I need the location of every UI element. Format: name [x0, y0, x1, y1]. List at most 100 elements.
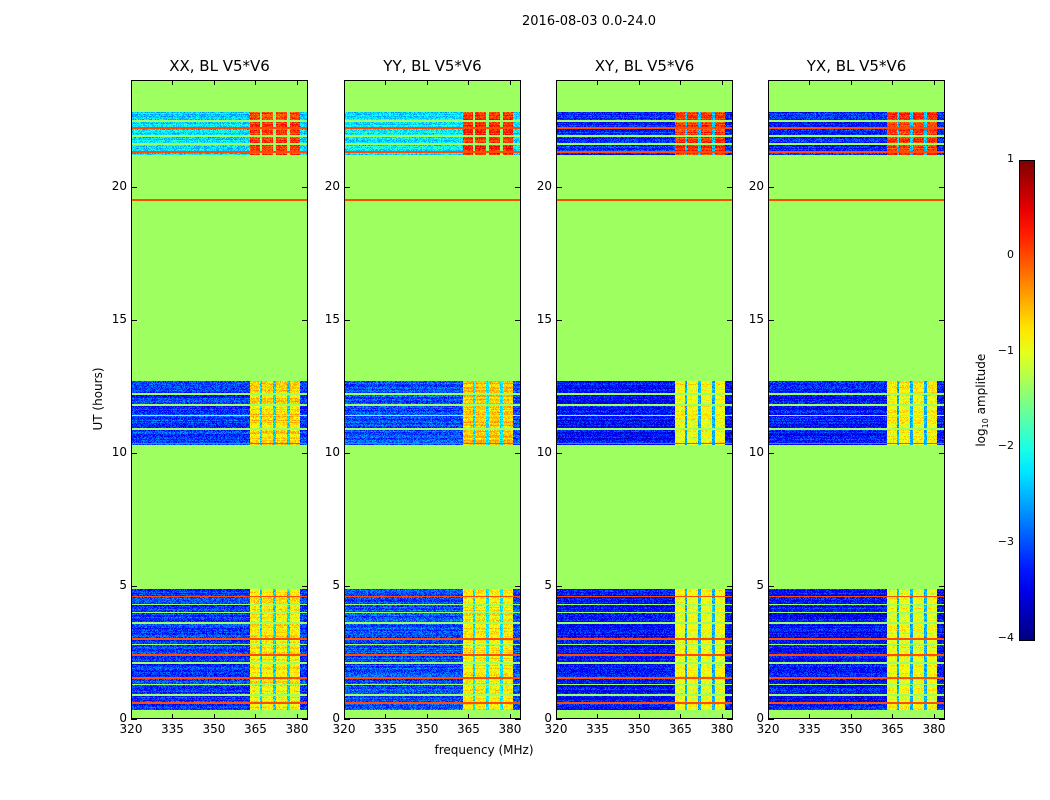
panel-title: XX, BL V5*V6 [169, 57, 270, 75]
x-tick [638, 714, 640, 719]
x-tick [892, 80, 894, 85]
y-tick [515, 319, 521, 321]
heatmap-image [768, 80, 945, 719]
x-tick-label: 350 [627, 722, 651, 736]
x-tick [721, 80, 723, 85]
y-tick [344, 452, 350, 454]
y-tick [131, 452, 137, 454]
y-tick-label: 15 [748, 311, 764, 326]
x-tick [556, 80, 557, 85]
y-tick-label: 20 [536, 178, 552, 193]
colorbar [1019, 160, 1035, 641]
y-tick [556, 186, 562, 188]
x-tick [556, 714, 557, 719]
y-tick-label: 10 [748, 444, 764, 459]
y-tick-label: 15 [536, 311, 552, 326]
x-tick [809, 714, 811, 719]
y-tick [939, 319, 945, 321]
x-tick [344, 80, 345, 85]
y-tick [727, 719, 733, 720]
x-tick [172, 80, 174, 85]
heatmap-image [556, 80, 733, 719]
x-tick-label: 335 [161, 722, 184, 736]
x-tick [721, 714, 723, 719]
y-tick [939, 452, 945, 454]
colorbar-tick-label: 0 [1007, 247, 1014, 261]
x-tick [680, 714, 682, 719]
x-tick-label: 320 [119, 722, 143, 736]
x-tick [213, 80, 215, 85]
heatmap-image [344, 80, 521, 719]
y-tick-label: 15 [111, 311, 127, 326]
x-tick [296, 80, 298, 85]
y-tick-label: 20 [324, 178, 340, 193]
y-tick [727, 585, 733, 587]
x-tick [296, 714, 298, 719]
x-tick-label: 320 [756, 722, 780, 736]
y-tick-label: 20 [748, 178, 764, 193]
x-tick [768, 80, 769, 85]
y-tick [556, 319, 562, 321]
x-tick [509, 714, 511, 719]
y-tick [302, 585, 308, 587]
y-tick [131, 319, 137, 321]
y-tick-label: 5 [332, 577, 340, 592]
panel-title: XY, BL V5*V6 [594, 57, 695, 75]
x-tick-label: 365 [457, 722, 480, 736]
heatmap-panel-xy: XY, BL V5*V6 320 335 350 365 380 0 5 10 15 20 [537, 57, 734, 736]
x-tick-label: 350 [202, 722, 226, 736]
x-tick [213, 714, 215, 719]
y-tick-label: 5 [756, 577, 764, 592]
y-tick [344, 186, 350, 188]
x-tick [385, 80, 387, 85]
panel-title: YY, BL V5*V6 [383, 57, 482, 75]
x-tick-label: 350 [839, 722, 863, 736]
x-tick-label: 365 [244, 722, 267, 736]
y-tick [515, 585, 521, 587]
x-tick [172, 714, 174, 719]
y-tick-label: 5 [119, 577, 127, 592]
x-tick [255, 714, 257, 719]
x-tick [509, 80, 511, 85]
x-tick [892, 714, 894, 719]
y-tick [727, 186, 733, 188]
heatmap-image [131, 80, 308, 719]
x-tick [344, 714, 345, 719]
x-tick [255, 80, 257, 85]
x-tick [131, 80, 132, 85]
x-tick-label: 335 [798, 722, 821, 736]
y-tick-label: 10 [536, 444, 552, 459]
y-tick [556, 452, 562, 454]
colorbar-label: log10 amplitude [973, 353, 991, 447]
y-tick [727, 452, 733, 454]
x-tick-label: 335 [586, 722, 609, 736]
y-tick [344, 585, 350, 587]
y-tick [302, 319, 308, 321]
y-tick [768, 186, 774, 188]
x-tick-label: 365 [669, 722, 692, 736]
x-tick [385, 714, 387, 719]
heatmap-panel-yx: YX, BL V5*V6 320 335 350 365 380 0 5 10 15 20 [749, 57, 946, 736]
y-tick-label: 10 [324, 444, 340, 459]
y-tick [768, 452, 774, 454]
y-tick [939, 186, 945, 188]
colorbar-tick-label: −1 [997, 343, 1014, 357]
y-tick [344, 319, 350, 321]
x-tick [933, 80, 935, 85]
colorbar-tick-label: −4 [997, 631, 1014, 644]
y-tick [939, 585, 945, 587]
x-tick [426, 80, 428, 85]
y-tick [768, 585, 774, 587]
x-tick [850, 714, 852, 719]
x-tick [933, 714, 935, 719]
y-tick [131, 186, 137, 188]
colorbar-tick-label: 1 [1007, 152, 1014, 165]
y-tick [515, 186, 521, 188]
figure-title: 2016-08-03 0.0-24.0 [522, 14, 656, 29]
y-tick-label: 15 [324, 311, 340, 326]
y-tick-label: 0 [332, 711, 340, 725]
x-tick-label: 320 [544, 722, 568, 736]
heatmap-panel-yy: YY, BL V5*V6 320 335 350 365 380 0 5 10 15 20 [325, 57, 522, 736]
y-tick-label: 0 [756, 711, 764, 725]
y-tick [344, 719, 350, 720]
